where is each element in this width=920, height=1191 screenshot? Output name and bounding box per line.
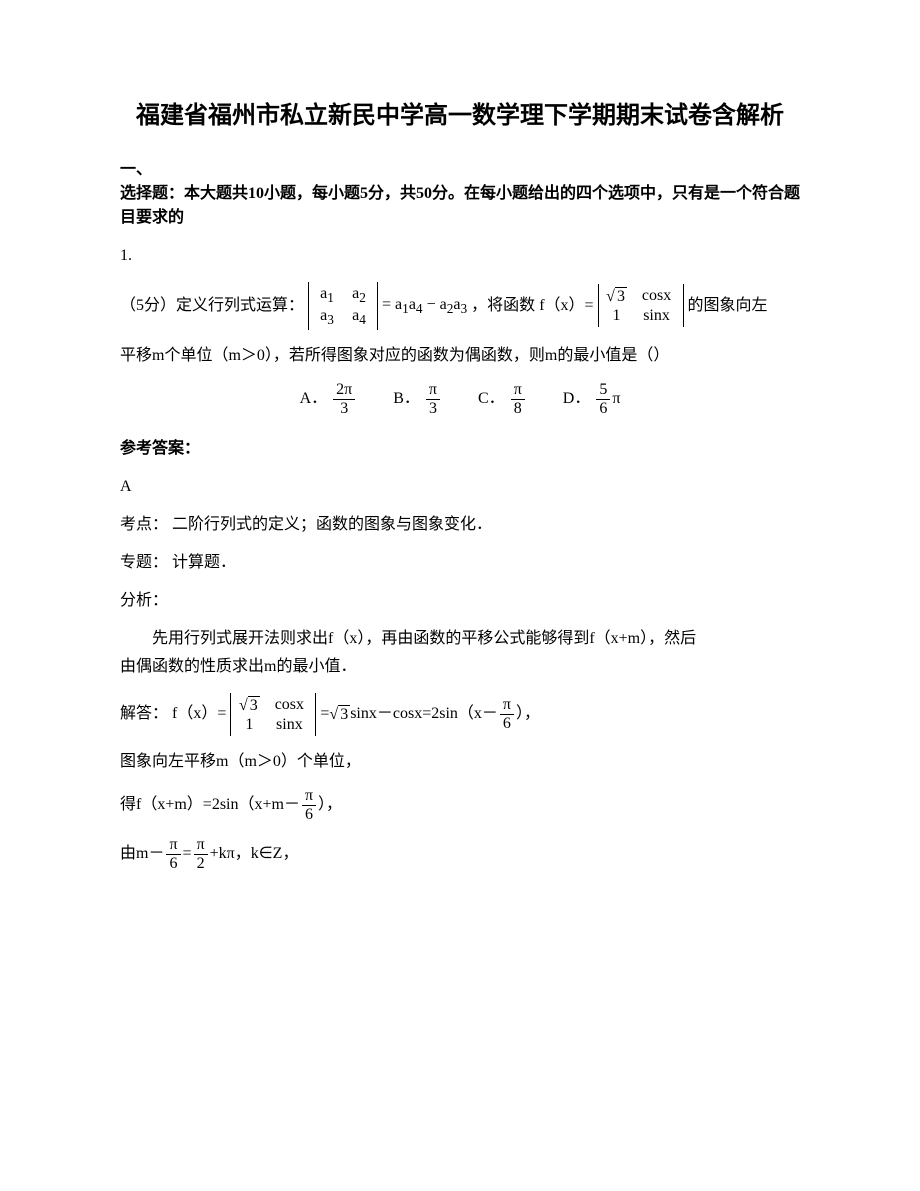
q1-tail1: 的图象向左	[688, 296, 768, 313]
q1-stem-line1: （5分）定义行列式运算： a1 a2 a3 a4 = a1a4 − a2a3 ，…	[120, 282, 800, 330]
q1-options: A． 2π3 B． π3 C． π8 D． 56π	[120, 382, 800, 417]
jieda-line2: 图象向左平移m（m＞0）个单位，	[120, 750, 800, 774]
answer-letter: A	[120, 475, 800, 499]
option-d: D． 56π	[563, 382, 621, 417]
det-expansion: = a1a4 − a2a3	[382, 296, 471, 313]
option-b: B． π3	[393, 382, 442, 417]
q1-number: 1.	[120, 244, 800, 268]
determinant-1: a1 a2 a3 a4	[308, 282, 378, 330]
q1-text-mid: ，将函数	[471, 296, 535, 313]
page-title: 福建省福州市私立新民中学高一数学理下学期期末试卷含解析	[120, 100, 800, 134]
option-a: A． 2π3	[300, 382, 358, 417]
jieda-line3: 得f（x+m）=2sin（x+m－π6），	[120, 788, 800, 823]
fenxi-body-2: 由偶函数的性质求出m的最小值．	[120, 655, 800, 679]
q1-stem-line2: 平移m个单位（m＞0），若所得图象对应的函数为偶函数，则m的最小值是（）	[120, 344, 800, 368]
determinant-3: √3 cosx 1 sinx	[230, 693, 316, 736]
jieda-line4: 由m－π6=π2+kπ，k∈Z，	[120, 837, 800, 872]
section-1-num: 一、	[120, 161, 152, 178]
answer-header: 参考答案：	[120, 437, 800, 461]
fenxi-body-1: 先用行列式展开法则求出f（x），再由函数的平移公式能够得到f（x+m），然后	[120, 627, 800, 651]
kaodian: 考点： 二阶行列式的定义；函数的图象与图象变化．	[120, 513, 800, 537]
jieda-line1: 解答： f（x）= √3 cosx 1 sinx =√3sinx－cosx=2s…	[120, 693, 800, 736]
section-1-desc: 选择题：本大题共10小题，每小题5分，共50分。在每小题给出的四个选项中，只有是…	[120, 185, 800, 226]
jieda-label: 解答：	[120, 705, 168, 722]
fx-label: f（x）=	[539, 296, 593, 313]
zhuanti: 专题： 计算题．	[120, 551, 800, 575]
option-c: C． π8	[478, 382, 527, 417]
fenxi-label: 分析：	[120, 589, 800, 613]
section-1-header: 一、 选择题：本大题共10小题，每小题5分，共50分。在每小题给出的四个选项中，…	[120, 158, 800, 230]
q1-points: （5分）定义行列式运算：	[120, 296, 304, 313]
determinant-2: √3 cosx 1 sinx	[598, 284, 684, 327]
